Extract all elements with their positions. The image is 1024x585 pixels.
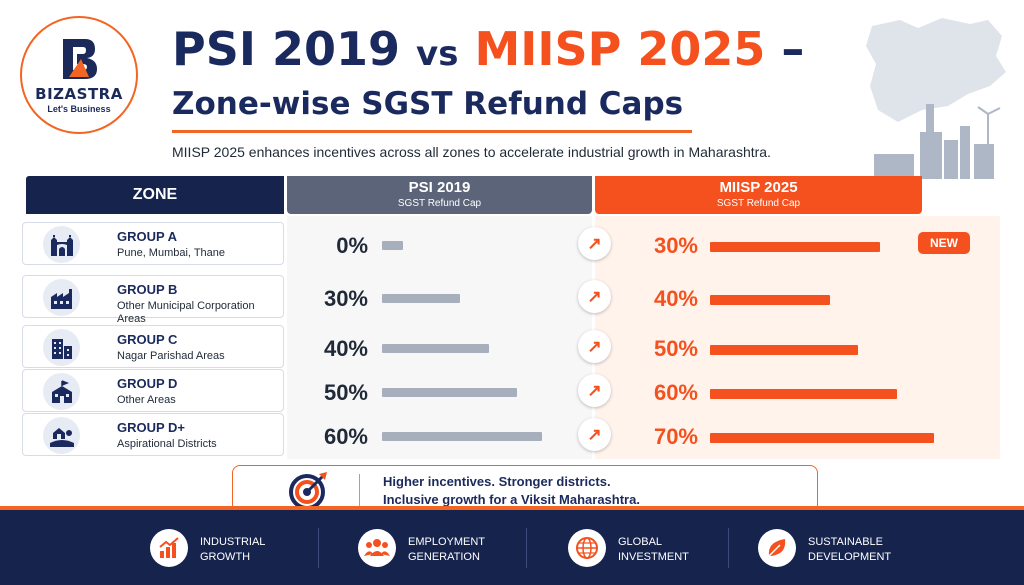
miisp-bar	[710, 345, 858, 355]
miisp-value: 60%	[653, 380, 698, 405]
header-psi-title: PSI 2019	[408, 179, 471, 196]
zone-areas: Other Municipal Corporation Areas	[117, 300, 255, 325]
zone-group-name: GROUP A	[117, 229, 177, 244]
callout-divider	[359, 474, 360, 506]
footer-divider	[526, 528, 527, 568]
arrow-up-right-icon: ↗	[578, 330, 611, 363]
zone-cell: GROUP D Other Areas	[22, 369, 284, 412]
psi-value: 40%	[323, 336, 368, 361]
psi-value: 60%	[323, 424, 368, 449]
miisp-value: 50%	[653, 336, 698, 361]
footer-item-global-investment: GLOBAL INVESTMENT	[568, 524, 728, 572]
miisp-value: 70%	[653, 424, 698, 449]
table-row: GROUP C Nagar Parishad Areas 40% ↗ 50%	[22, 325, 998, 368]
zone-group-name: GROUP C	[117, 332, 178, 347]
miisp-value: 40%	[653, 286, 698, 311]
brand-logo: BIZASTRA Let's Business	[20, 16, 138, 134]
footer-accent-stripe	[0, 506, 1024, 511]
psi-bar	[382, 388, 517, 397]
header-miisp-subtitle: SGST Refund Cap	[716, 198, 801, 209]
gateway-monument-icon	[43, 226, 80, 263]
zone-group-name: GROUP D+	[117, 420, 186, 435]
zone-areas: Pune, Mumbai, Thane	[117, 247, 226, 259]
table-row: GROUP D Other Areas 50% ↗ 60%	[22, 369, 998, 412]
factory-icon	[43, 279, 80, 316]
page-title-line2: Zone-wise SGST Refund Caps	[172, 86, 684, 122]
leaf-icon	[758, 529, 796, 567]
buildings-icon	[43, 329, 80, 366]
zone-cell: GROUP C Nagar Parishad Areas	[22, 325, 284, 368]
growth-chart-icon	[150, 529, 188, 567]
logo-name: BIZASTRA	[35, 84, 123, 103]
miisp-column-background	[595, 216, 1000, 459]
school-building-icon	[43, 373, 80, 410]
footer-label: SUSTAINABLE DEVELOPMENT	[808, 536, 892, 563]
people-group-icon	[358, 529, 396, 567]
zone-areas: Other Areas	[117, 394, 176, 406]
footer-label: EMPLOYMENT GENERATION	[408, 536, 485, 563]
callout-line-1: Higher incentives. Stronger districts.	[383, 474, 611, 489]
zone-areas: Nagar Parishad Areas	[117, 350, 225, 362]
table-row: GROUP D+ Aspirational Districts 60% ↗ 70…	[22, 413, 998, 456]
header-psi-subtitle: SGST Refund Cap	[397, 198, 482, 209]
table-row: GROUP B Other Municipal Corporation Area…	[22, 275, 998, 325]
zone-cell: GROUP A Pune, Mumbai, Thane	[22, 222, 284, 265]
arrow-up-right-icon: ↗	[578, 418, 611, 451]
psi-bar	[382, 344, 489, 353]
table-row: GROUP A Pune, Mumbai, Thane 0% ↗ 30% NEW	[22, 222, 998, 265]
footer-divider	[728, 528, 729, 568]
miisp-bar	[710, 433, 934, 443]
arrow-up-right-icon: ↗	[578, 374, 611, 407]
arrow-up-right-icon: ↗	[578, 227, 611, 260]
zone-cell: GROUP D+ Aspirational Districts	[22, 413, 284, 456]
zone-areas: Aspirational Districts	[117, 438, 217, 450]
footer-item-industrial-growth: INDUSTRIAL GROWTH	[150, 524, 310, 572]
page-title: PSI 2019 vs MIISP 2025 –	[172, 22, 804, 81]
miisp-value: 30%	[653, 233, 698, 258]
title-dash: –	[781, 22, 805, 76]
arrow-up-right-icon: ↗	[578, 280, 611, 313]
title-miisp: MIISP 2025	[474, 22, 766, 76]
bizastra-b-logo-icon	[63, 38, 97, 79]
callout-line-2: Inclusive growth for a Viksit Maharashtr…	[383, 492, 640, 507]
title-underline	[172, 130, 692, 133]
psi-bar	[382, 432, 542, 441]
psi-column-background	[287, 216, 592, 459]
logo-tagline: Let's Business	[47, 103, 111, 114]
miisp-bar	[710, 242, 880, 252]
psi-value: 50%	[323, 380, 368, 405]
zone-cell: GROUP B Other Municipal Corporation Area…	[22, 275, 284, 325]
psi-bar	[382, 241, 403, 250]
footer-item-sustainable-development: SUSTAINABLE DEVELOPMENT	[758, 524, 918, 572]
psi-bar	[382, 294, 460, 303]
header-zone: ZONE	[26, 176, 284, 214]
footer-label: GLOBAL INVESTMENT	[618, 536, 689, 563]
footer-label: INDUSTRIAL GROWTH	[200, 536, 265, 563]
zone-group-name: GROUP D	[117, 376, 178, 391]
header-miisp-title: MIISP 2025	[719, 179, 798, 196]
miisp-bar	[710, 295, 830, 305]
psi-value: 30%	[323, 286, 368, 311]
village-house-icon	[43, 417, 80, 454]
header-psi: PSI 2019 SGST Refund Cap	[287, 176, 592, 214]
title-psi: PSI 2019	[172, 22, 401, 76]
callout-text: Higher incentives. Stronger districts. I…	[383, 473, 640, 509]
maharashtra-map-illustration	[866, 18, 1006, 179]
subtitle: MIISP 2025 enhances incentives across al…	[172, 144, 771, 160]
target-arrow-icon	[289, 472, 327, 510]
miisp-bar	[710, 389, 897, 399]
footer-divider	[318, 528, 319, 568]
footer-item-employment-generation: EMPLOYMENT GENERATION	[358, 524, 518, 572]
new-badge: NEW	[918, 232, 970, 254]
psi-value: 0%	[336, 233, 368, 258]
zone-group-name: GROUP B	[117, 282, 178, 297]
title-vs: vs	[416, 34, 459, 74]
globe-icon	[568, 529, 606, 567]
header-miisp: MIISP 2025 SGST Refund Cap	[595, 176, 922, 214]
